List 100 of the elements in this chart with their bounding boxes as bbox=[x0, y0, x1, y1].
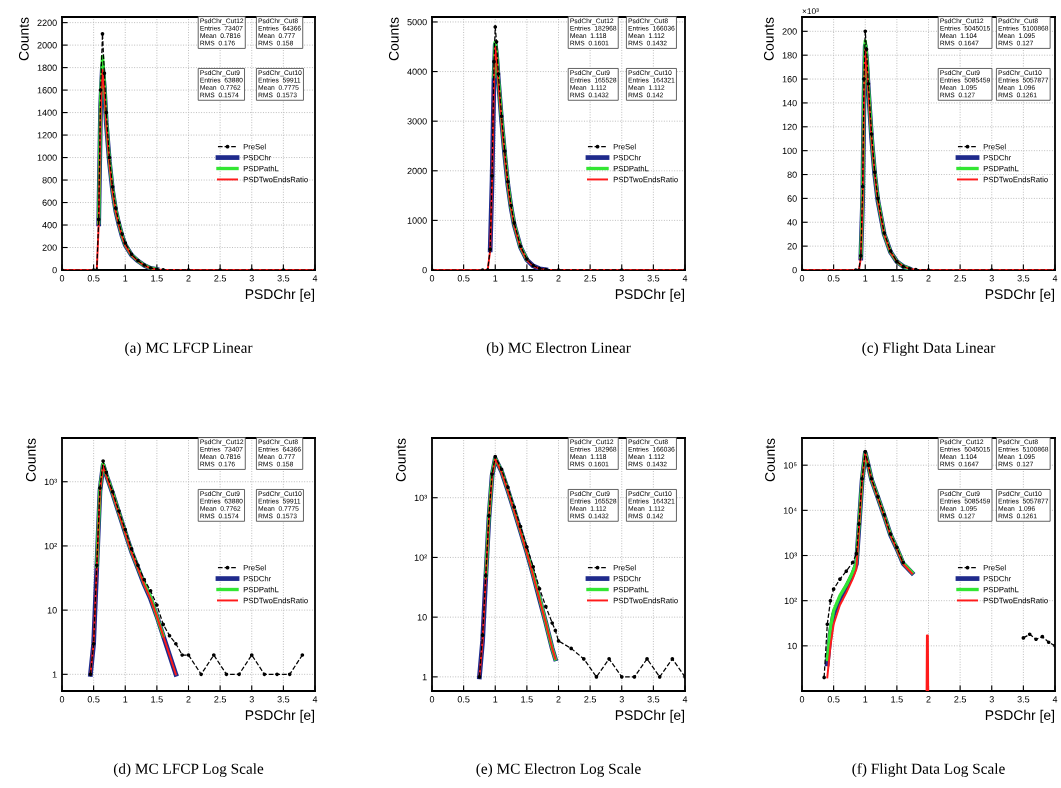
y-axis-title: Counts bbox=[18, 17, 29, 61]
y-tick-label: 400 bbox=[42, 221, 57, 229]
x-tick-label: 0.5 bbox=[827, 696, 840, 703]
x-tick-label: 2.5 bbox=[214, 696, 227, 703]
x-tick-label: 2 bbox=[556, 275, 561, 282]
y-tick-label: 200 bbox=[42, 244, 57, 251]
y-tick-label: 200 bbox=[782, 28, 797, 35]
x-tick-label: 0.5 bbox=[457, 696, 470, 703]
x-tick-label: 1 bbox=[493, 696, 498, 703]
y-tick-label: 160 bbox=[782, 76, 797, 83]
x-tick-label: 1.5 bbox=[891, 696, 903, 703]
text: (a) MC LFCP Linear bbox=[125, 342, 253, 356]
y-tick-label: 600 bbox=[42, 199, 57, 206]
x-tick-label: 4 bbox=[312, 275, 318, 282]
x-tick-label: 3.5 bbox=[647, 696, 660, 703]
y-tick-label: 60 bbox=[787, 195, 797, 202]
x-axis-title: PSDChr [e] bbox=[245, 709, 315, 723]
x-tick-label: 0 bbox=[799, 696, 805, 703]
y-tick-label: 1800 bbox=[37, 64, 57, 71]
x-axis-title: PSDChr [e] bbox=[985, 709, 1055, 723]
x-tick-label: 2.5 bbox=[954, 696, 967, 703]
x-tick-label: 3 bbox=[249, 275, 254, 282]
y-tick-label: 5000 bbox=[407, 18, 427, 26]
x-tick-label: 3.5 bbox=[277, 275, 290, 282]
x-tick-label: 2 bbox=[926, 275, 931, 282]
y-tick-label: 0 bbox=[52, 266, 57, 274]
x-axis-title: PSDChr [e] bbox=[615, 709, 685, 723]
y-tick-label: 10 bbox=[787, 642, 797, 650]
x-tick-label: 2 bbox=[186, 275, 191, 282]
y-tick-label: 1 bbox=[422, 673, 427, 681]
y-tick-label: 80 bbox=[787, 171, 797, 178]
y-tick-label: 10 bbox=[417, 614, 427, 621]
y-tick-label: 1000 bbox=[407, 217, 427, 224]
x-tick-label: 2 bbox=[186, 696, 191, 703]
y-tick-label: 2000 bbox=[407, 167, 427, 175]
y-tick-label: 3000 bbox=[407, 118, 427, 125]
y-tick-label: 10² bbox=[414, 554, 427, 561]
y-tick-label: 140 bbox=[782, 99, 797, 107]
y-axis-title: Counts bbox=[765, 438, 775, 482]
y-tick-label: 10³ bbox=[784, 552, 797, 559]
x-tick-label: 3.5 bbox=[1017, 696, 1030, 703]
x-tick-label: 1.5 bbox=[521, 696, 533, 703]
x-tick-label: 3 bbox=[989, 275, 994, 282]
y-tick-label: 800 bbox=[42, 177, 57, 184]
y-tick-label: 0 bbox=[792, 266, 797, 274]
y-tick-label: 1200 bbox=[37, 132, 57, 139]
y-tick-label: 10⁴ bbox=[783, 507, 797, 514]
x-tick-label: 0.5 bbox=[457, 275, 470, 282]
y-axis-title: Counts bbox=[25, 438, 36, 482]
y-tick-label: 180 bbox=[782, 52, 797, 59]
y-tick-label: 2200 bbox=[37, 19, 57, 26]
y-tick-label: 10³ bbox=[44, 478, 57, 486]
y-tick-label: 2000 bbox=[37, 42, 57, 49]
x-tick-label: 3 bbox=[619, 696, 624, 703]
x-axis-title: PSDChr [e] bbox=[245, 288, 315, 302]
y-tick-label: 1 bbox=[52, 671, 57, 678]
x-tick-label: 1 bbox=[123, 275, 128, 282]
x-tick-label: 3 bbox=[249, 696, 254, 703]
y-tick-label: 20 bbox=[787, 243, 797, 250]
x-tick-label: 1.5 bbox=[151, 696, 163, 703]
x-tick-label: 1 bbox=[863, 275, 868, 282]
x-tick-label: 3 bbox=[989, 696, 994, 703]
y-axis-title: Counts bbox=[388, 17, 399, 61]
x-tick-label: 0.5 bbox=[827, 275, 840, 282]
x-tick-label: 4 bbox=[1052, 275, 1058, 282]
text: (f) Flight Data Log Scale bbox=[852, 762, 1005, 778]
x-tick-label: 0 bbox=[59, 275, 65, 282]
x-tick-label: 2.5 bbox=[584, 275, 597, 282]
x-axis-title: PSDChr [e] bbox=[615, 288, 685, 302]
y-tick-label: 10⁵ bbox=[784, 462, 797, 469]
x-tick-label: 3 bbox=[619, 275, 624, 282]
x-tick-label: 2.5 bbox=[584, 696, 597, 703]
y-tick-label: 120 bbox=[782, 123, 797, 131]
text: (e) MC Electron Log Scale bbox=[476, 763, 641, 778]
y-tick-label: 1400 bbox=[37, 109, 57, 116]
y-tick-label: 0 bbox=[422, 266, 427, 274]
x-tick-label: 2.5 bbox=[214, 275, 227, 282]
x-tick-label: 0 bbox=[799, 275, 805, 282]
y-tick-label: 1000 bbox=[37, 154, 57, 161]
x-tick-label: 1.5 bbox=[891, 275, 903, 282]
text: ×10³ bbox=[802, 8, 819, 15]
x-tick-label: 0 bbox=[429, 275, 435, 282]
y-tick-label: 100 bbox=[782, 147, 797, 155]
y-tick-label: 10² bbox=[784, 597, 797, 605]
x-tick-label: 0.5 bbox=[87, 696, 100, 703]
x-tick-label: 0 bbox=[429, 696, 435, 703]
y-tick-label: 1600 bbox=[37, 87, 57, 94]
y-tick-label: 10³ bbox=[414, 494, 427, 502]
x-tick-label: 3.5 bbox=[277, 696, 290, 703]
x-tick-label: 1.5 bbox=[521, 275, 533, 282]
y-tick-label: 10 bbox=[47, 607, 57, 614]
y-tick-label: 40 bbox=[787, 219, 797, 226]
x-tick-label: 3.5 bbox=[1017, 275, 1030, 282]
text: (c) Flight Data Linear bbox=[862, 342, 996, 357]
text: (d) MC LFCP Log Scale bbox=[113, 763, 264, 778]
x-tick-label: 0 bbox=[59, 696, 65, 703]
x-tick-label: 1 bbox=[863, 696, 868, 703]
text: (b) MC Electron Linear bbox=[486, 342, 631, 356]
x-tick-label: 4 bbox=[1052, 696, 1058, 703]
x-tick-label: 1 bbox=[493, 275, 498, 282]
